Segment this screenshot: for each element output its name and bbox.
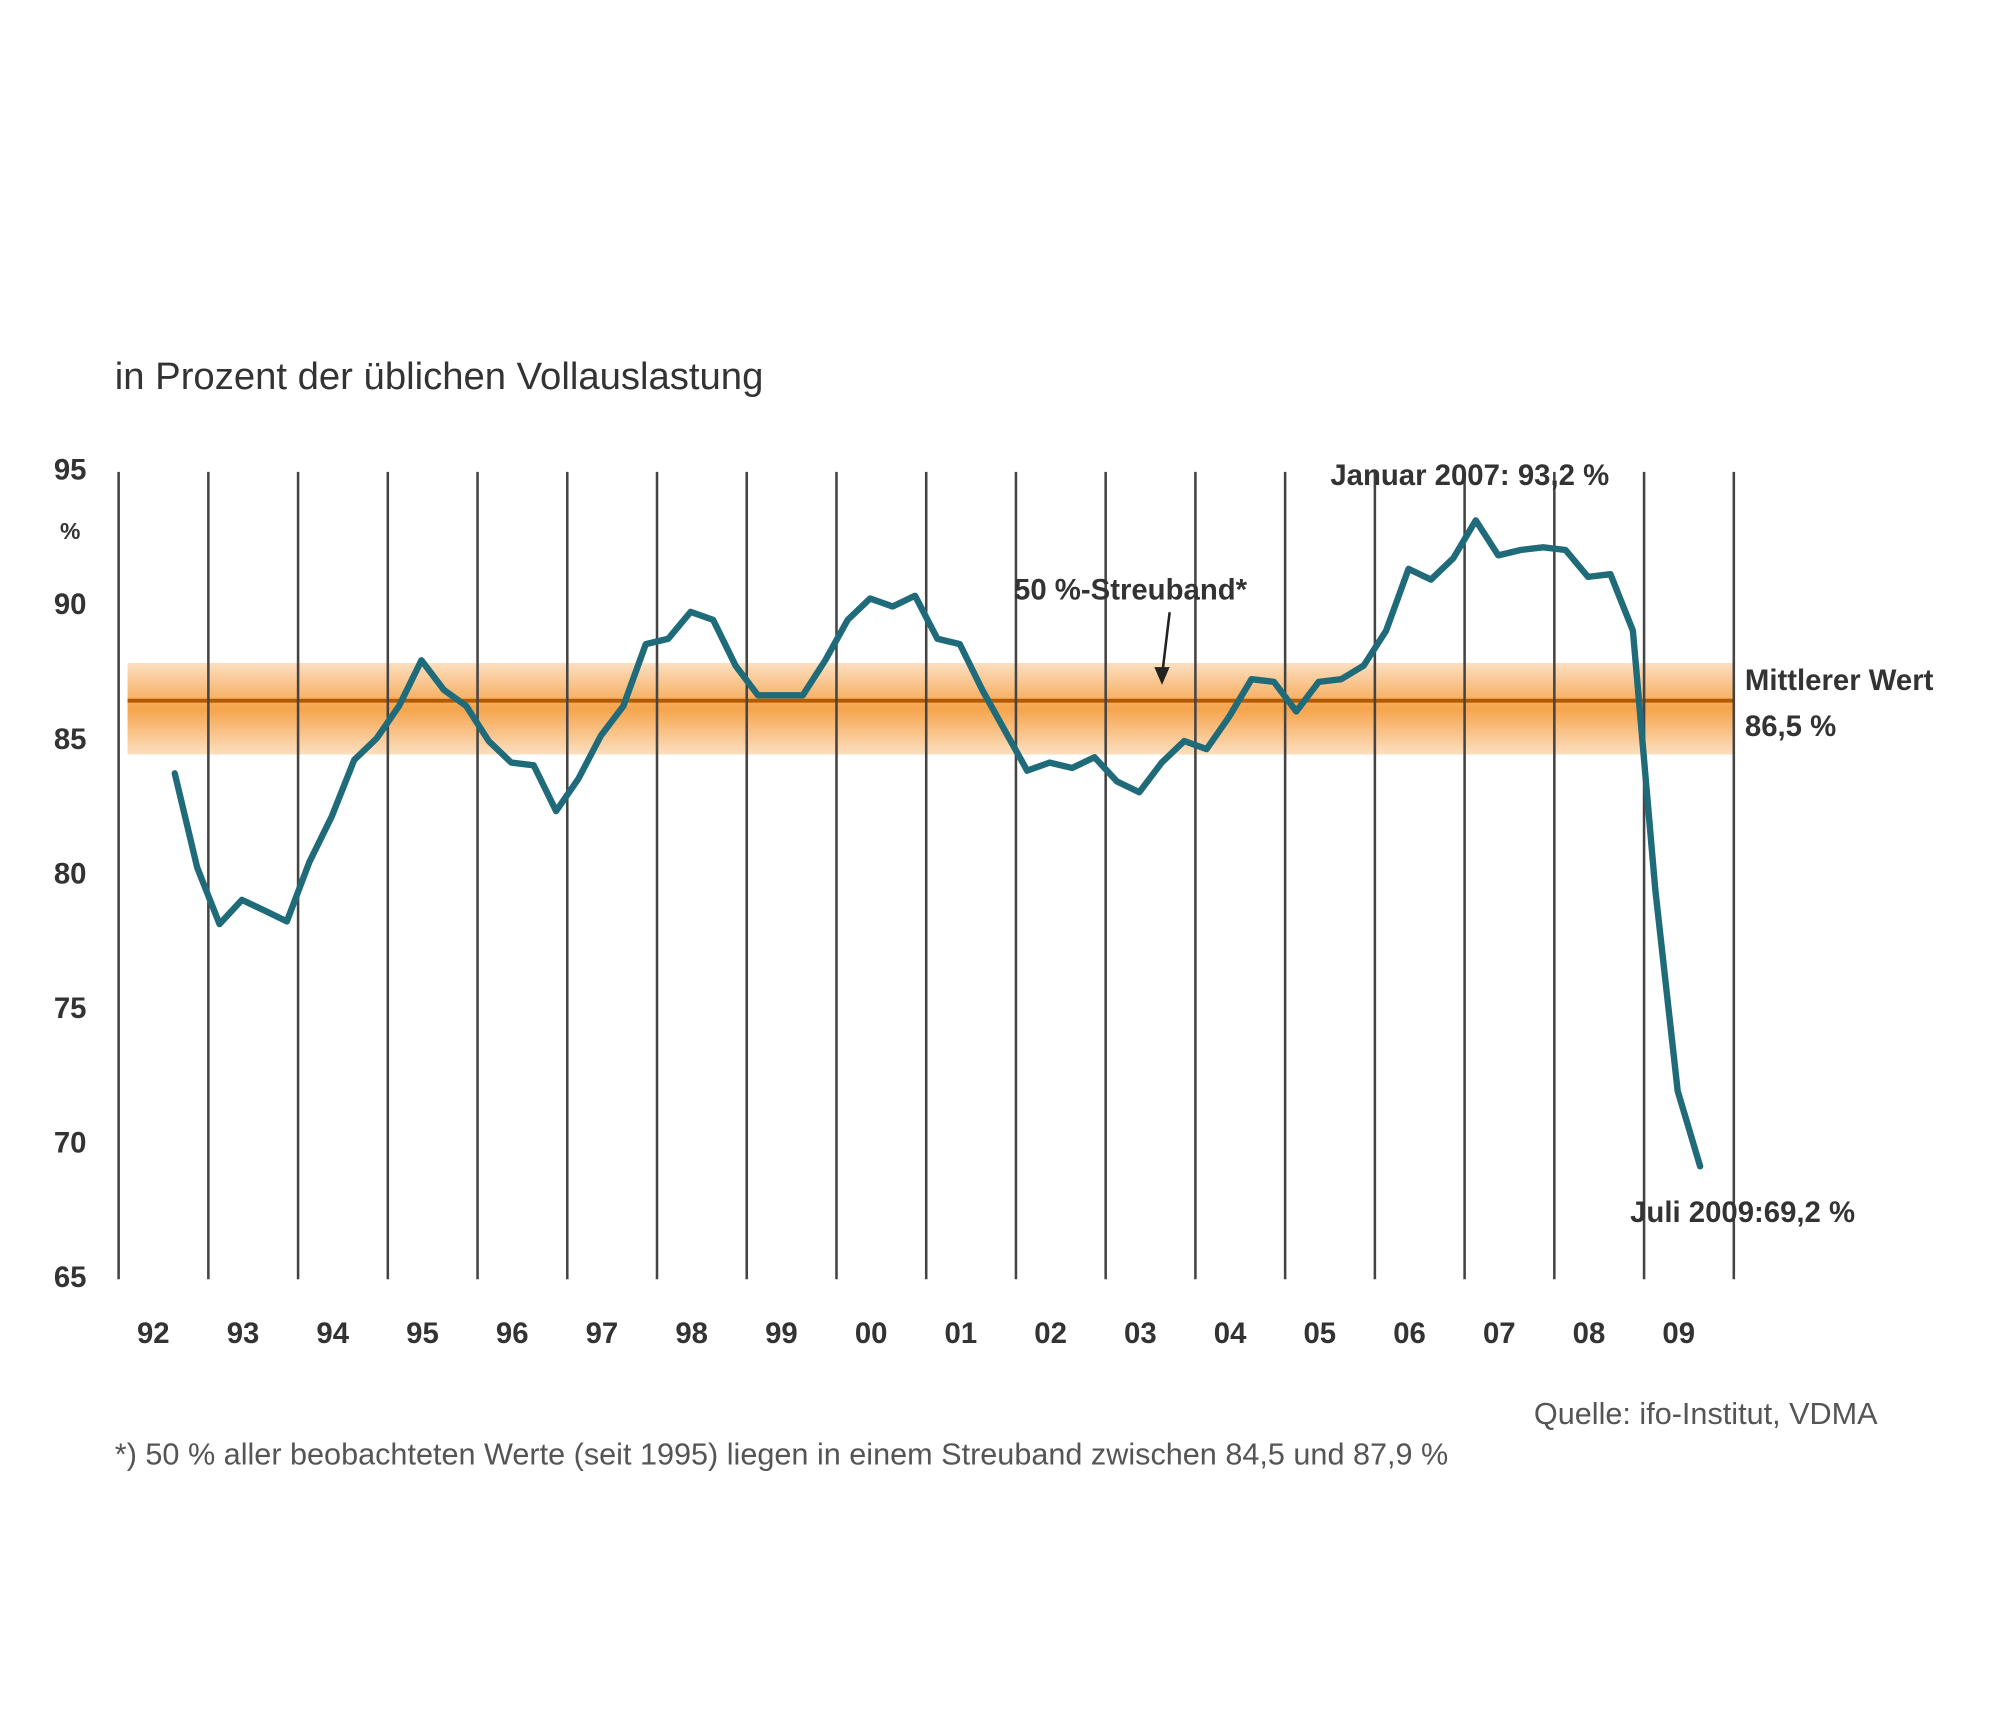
band-layer bbox=[127, 662, 1734, 755]
x-tick-label: 08 bbox=[1573, 1317, 1606, 1350]
last-annotation: Juli 2009:69,2 % bbox=[1630, 1196, 1855, 1229]
x-tick-label: 05 bbox=[1303, 1317, 1336, 1350]
x-tick-label: 94 bbox=[316, 1317, 349, 1350]
y-tick-label: 75 bbox=[54, 992, 87, 1025]
x-tick-label: 04 bbox=[1214, 1317, 1247, 1350]
y-tick-label: 80 bbox=[54, 857, 87, 890]
source: Quelle: ifo-Institut, VDMA bbox=[1534, 1397, 1878, 1431]
x-tick-label: 95 bbox=[406, 1317, 439, 1350]
x-tick-label: 93 bbox=[227, 1317, 260, 1350]
y-tick-label: 65 bbox=[54, 1261, 87, 1294]
x-tick-label: 99 bbox=[765, 1317, 798, 1350]
x-tick-label: 97 bbox=[586, 1317, 619, 1350]
series-line bbox=[171, 517, 1704, 1170]
x-tick-label: 09 bbox=[1662, 1317, 1695, 1350]
y-tick-label: 85 bbox=[54, 723, 87, 756]
mean-value: 86,5 % bbox=[1745, 710, 1836, 743]
y-tick-label: 90 bbox=[54, 588, 87, 621]
x-tick-label: 00 bbox=[855, 1317, 888, 1350]
band-arrow-head bbox=[1154, 667, 1170, 685]
x-tick-label: 07 bbox=[1483, 1317, 1516, 1350]
scatter-band bbox=[127, 662, 1734, 755]
subtitle: in Prozent der üblichen Vollauslastung bbox=[115, 355, 764, 398]
y-unit: % bbox=[60, 518, 80, 544]
x-tick-label: 02 bbox=[1034, 1317, 1067, 1350]
footnote: *) 50 % aller beobachteten Werte (seit 1… bbox=[115, 1438, 1448, 1472]
x-tick-label: 03 bbox=[1124, 1317, 1157, 1350]
x-tick-label: 92 bbox=[137, 1317, 170, 1350]
x-tick-label: 06 bbox=[1393, 1317, 1426, 1350]
x-tick-label: 96 bbox=[496, 1317, 529, 1350]
y-tick-label: 95 bbox=[54, 454, 87, 487]
mean-label: Mittlerer Wert bbox=[1745, 664, 1934, 697]
peak-annotation: Januar 2007: 93,2 % bbox=[1330, 459, 1609, 492]
line-layer bbox=[171, 517, 1704, 1170]
y-tick-label: 70 bbox=[54, 1126, 87, 1159]
band-annotation: 50 %-Streuband* bbox=[1014, 574, 1248, 607]
x-tick-label: 01 bbox=[945, 1317, 978, 1350]
x-tick-label: 98 bbox=[675, 1317, 708, 1350]
band-arrow bbox=[1160, 612, 1171, 677]
grid-layer: 65 70 75 80 85 90 95 92 93 94 95 96 97 98 99 00 01 02 03 04… bbox=[54, 454, 1736, 1350]
